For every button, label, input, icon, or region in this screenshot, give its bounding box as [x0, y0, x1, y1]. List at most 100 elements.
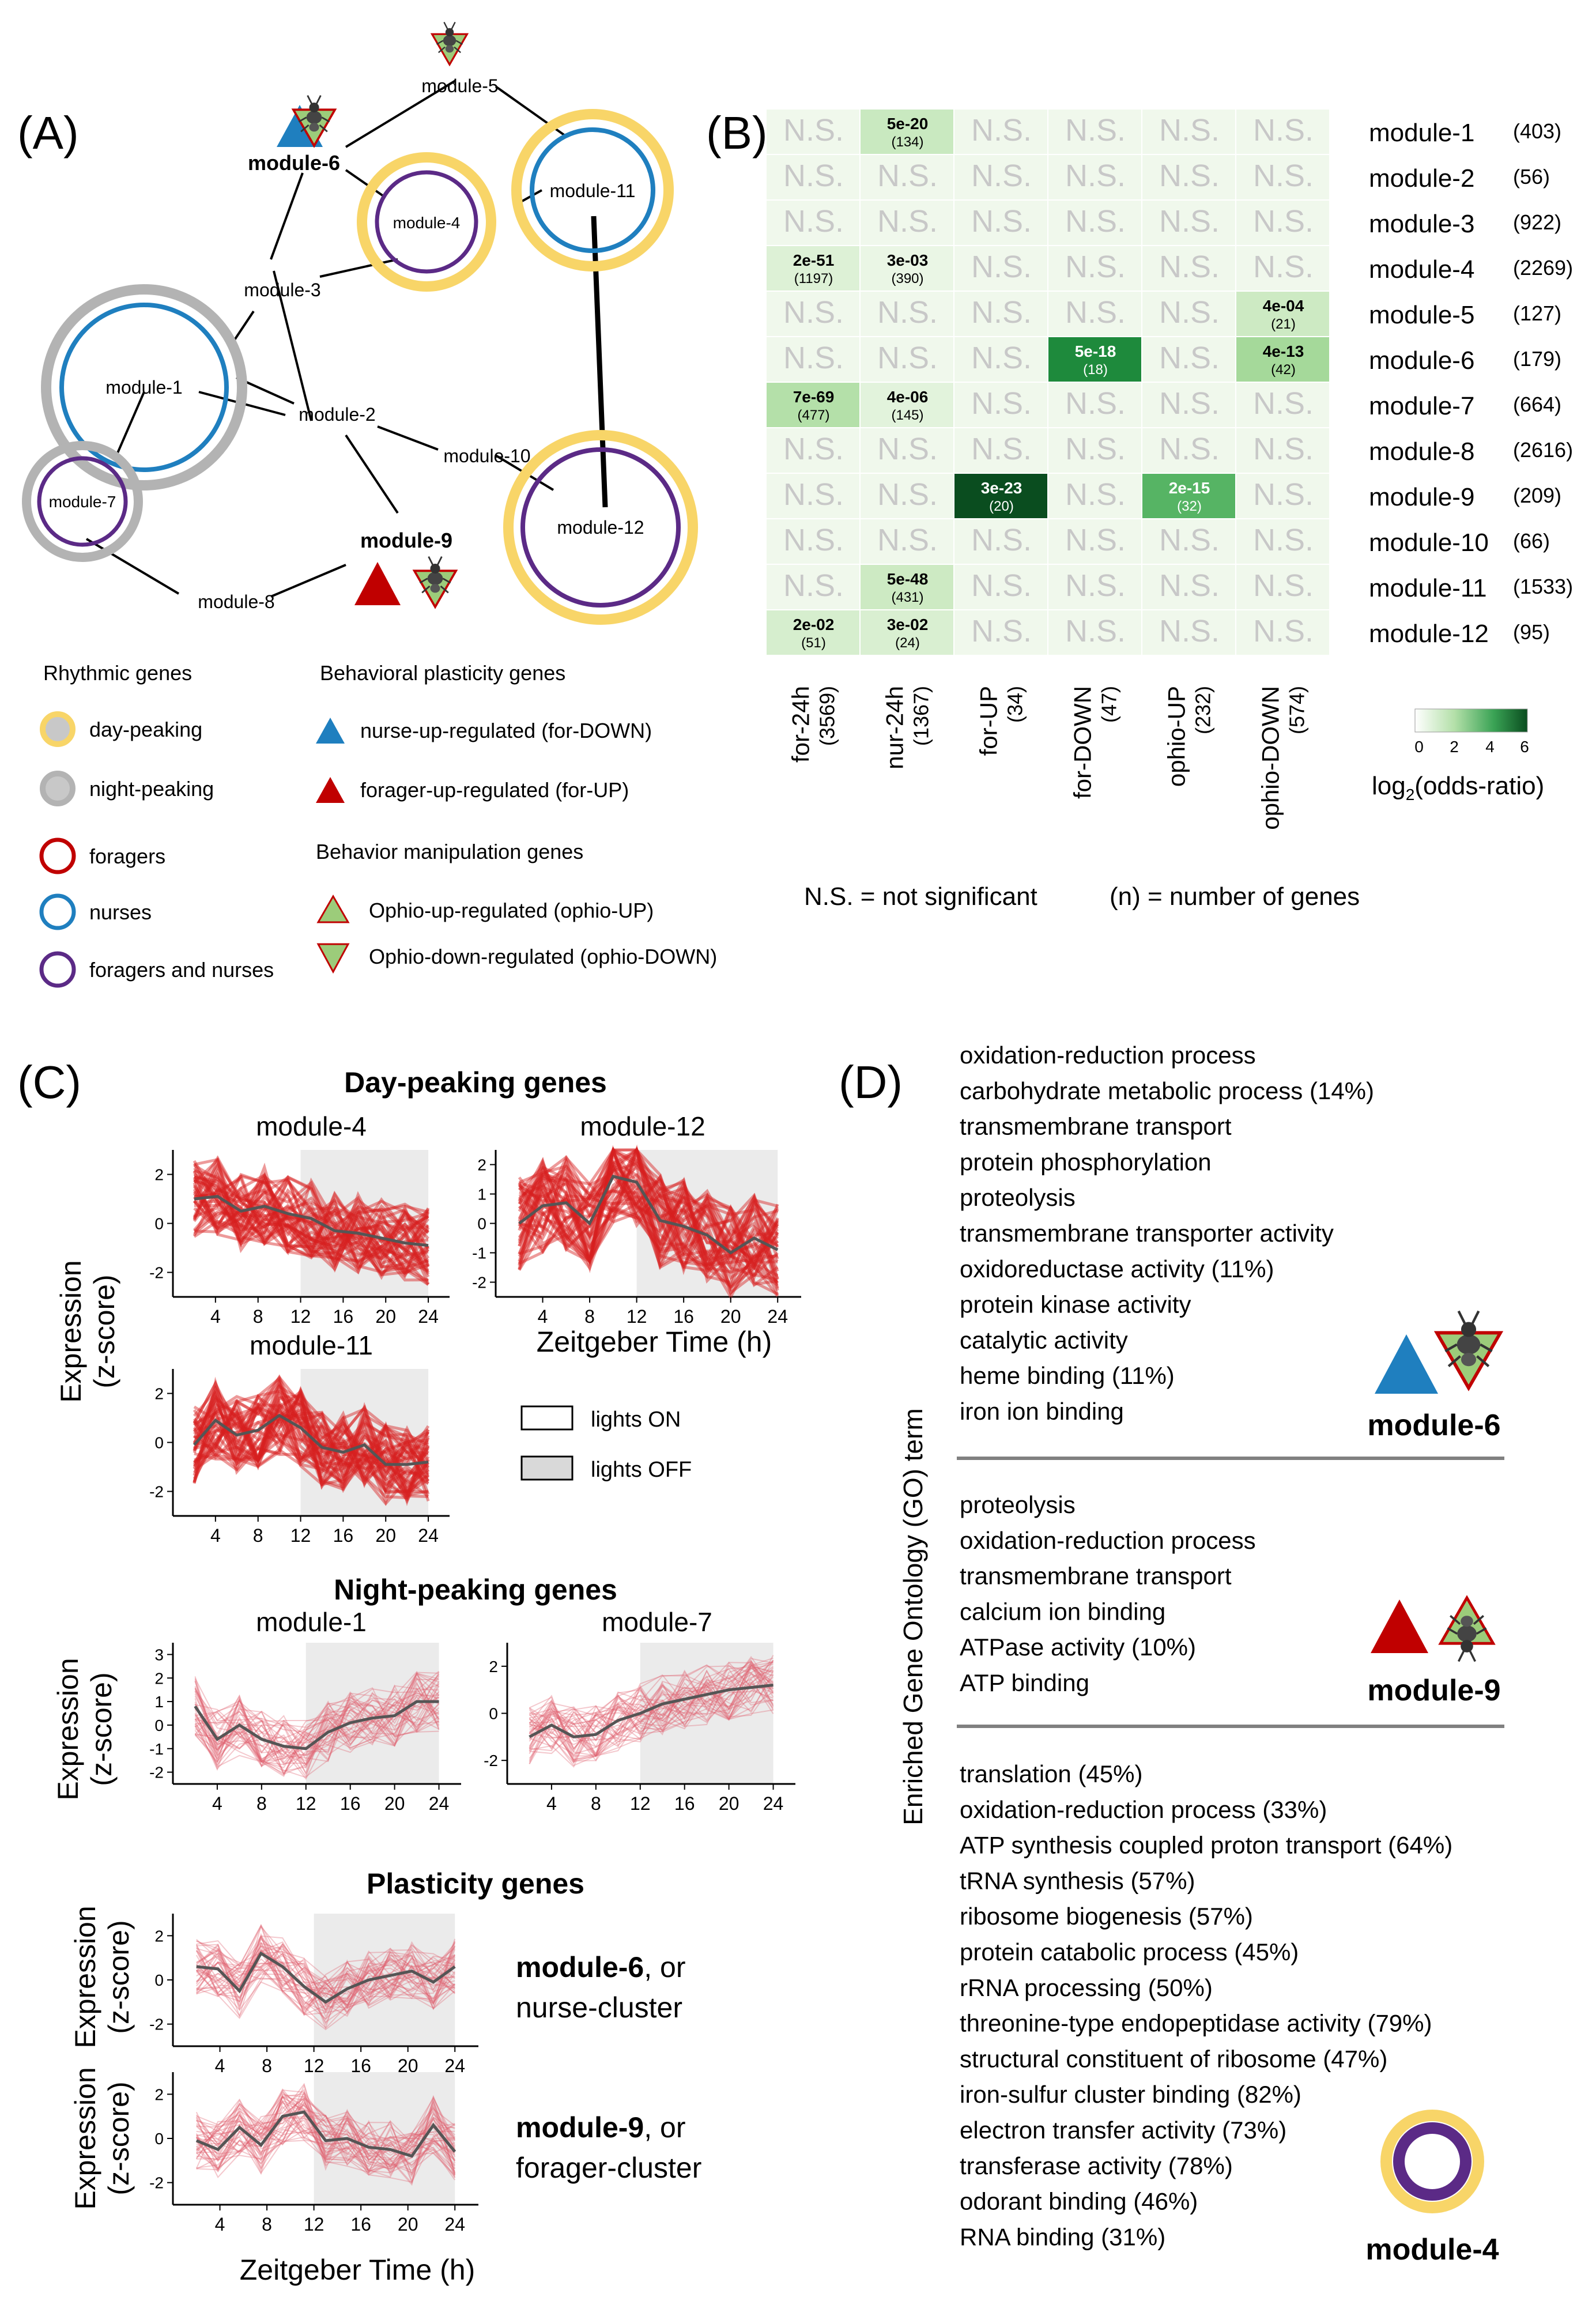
y-tick-label: -1: [149, 1740, 164, 1758]
gene-trace: [529, 1664, 774, 1763]
ophio-up-triangle-icon: [316, 895, 350, 923]
x-tick-label: 20: [375, 1525, 396, 1546]
cell-pvalue: 3e-23: [981, 479, 1023, 497]
y-tick-label: 2: [154, 1669, 164, 1687]
heatmap-cell: [1236, 565, 1329, 609]
heatmap-cell: [1142, 474, 1235, 518]
y-tick-label: -2: [149, 2174, 164, 2192]
heatmap-cell: [1236, 383, 1329, 427]
gene-trace: [518, 1147, 779, 1297]
go-list-module-6: oxidation-reduction process carbohydrate …: [960, 1042, 1374, 1425]
cell-ns: N.S.: [1253, 523, 1314, 557]
go-term: transmembrane transporter activity: [960, 1220, 1334, 1247]
gene-trace: [196, 1941, 455, 1989]
legend-foragers-nurses: foragers and nurses: [89, 958, 274, 982]
heatmap-cell: [1142, 610, 1235, 655]
cell-ns: N.S.: [1159, 386, 1220, 421]
cell-ns: N.S.: [1159, 614, 1220, 648]
gene-trace: [194, 1677, 440, 1774]
heatmap-cell: [767, 201, 859, 245]
cell-pvalue: 3e-03: [887, 251, 929, 269]
heatmap-cell: [767, 110, 859, 154]
gene-trace: [196, 2095, 455, 2178]
x-tick-label: 24: [767, 1306, 788, 1327]
x-tick-label: 16: [350, 2214, 371, 2235]
cell-count: (24): [895, 635, 920, 651]
panel-a: (A): [17, 21, 717, 988]
gene-trace: [194, 1395, 430, 1500]
plasticity-title: Plasticity genes: [367, 1868, 584, 1900]
cell-ns: N.S.: [877, 432, 938, 466]
heatmap-cell: [1048, 155, 1141, 199]
gene-trace: [193, 1176, 430, 1269]
gene-trace: [196, 1938, 455, 2023]
gene-trace: [194, 1191, 429, 1251]
gene-trace: [193, 1157, 429, 1265]
gene-trace: [195, 1942, 456, 2017]
cell-count: (42): [1271, 362, 1296, 378]
y-label-plast-1: Expression(z-score): [69, 1906, 135, 2048]
gene-trace: [195, 1953, 455, 2010]
colorbar-tick: 0: [1414, 738, 1424, 756]
row-count: (66): [1513, 529, 1550, 553]
col-count: (232): [1191, 686, 1215, 734]
gene-trace: [518, 1155, 778, 1272]
gene-trace: [518, 1206, 779, 1277]
cell-pvalue: 2e-02: [793, 616, 835, 633]
heatmap-cell: [861, 292, 953, 336]
cell-ns: N.S.: [783, 523, 844, 557]
gene-trace: [196, 2102, 455, 2176]
y-tick-label: 2: [154, 1385, 164, 1403]
gene-trace: [194, 1688, 439, 1775]
gene-trace: [195, 1946, 456, 2014]
gene-trace: [195, 1943, 456, 2025]
x-tick-label: 24: [418, 1525, 439, 1546]
plot-title: module-1: [256, 1607, 367, 1637]
row-count: (2269): [1513, 256, 1573, 280]
gene-trace: [194, 1393, 430, 1487]
lights-off-region: [305, 1643, 439, 1784]
gene-trace: [196, 2116, 456, 2178]
foragers-ring-icon: [39, 838, 76, 874]
gene-trace: [529, 1677, 774, 1764]
heatmap-cell: [767, 292, 859, 336]
col-label: for-DOWN: [1069, 686, 1096, 799]
heatmap-cell: [1142, 155, 1235, 199]
gene-trace: [519, 1172, 779, 1278]
forager-up-triangle-icon: [1371, 1599, 1428, 1653]
lights-off-region: [640, 1643, 774, 1784]
heatmap-cell: [861, 201, 953, 245]
node-module-5: module-5: [421, 76, 498, 96]
heatmap-cell: [1236, 428, 1329, 473]
gene-trace: [196, 1964, 455, 2015]
gene-trace: [529, 1665, 774, 1755]
gene-trace: [195, 1676, 440, 1761]
x-tick-label: 4: [538, 1306, 548, 1327]
gene-trace: [193, 1403, 430, 1482]
row-label: module-11: [1369, 574, 1487, 602]
cell-ns: N.S.: [1065, 386, 1126, 421]
cell-ns: N.S.: [877, 295, 938, 330]
gene-trace: [193, 1376, 430, 1490]
lights-off-region: [636, 1150, 778, 1297]
gene-trace: [194, 1678, 440, 1751]
go-term: ATP binding: [960, 1669, 1089, 1696]
cell-ns: N.S.: [783, 295, 844, 330]
gene-trace: [195, 2093, 455, 2174]
gene-trace: [196, 1948, 455, 2013]
cell-pvalue: 4e-13: [1263, 342, 1304, 360]
x-tick-label: 12: [304, 2214, 325, 2235]
x-tick-label: 12: [630, 1793, 651, 1814]
heatmap-cell: [767, 246, 859, 291]
go-term: ATP synthesis coupled proton transport (…: [960, 1832, 1452, 1859]
legend-foragers: foragers: [89, 844, 165, 868]
plot-title: module-7: [602, 1607, 712, 1637]
cell-ns: N.S.: [971, 295, 1032, 330]
gene-trace: [196, 2089, 455, 2172]
heatmap-cell: [861, 337, 953, 382]
row-label: module-3: [1369, 210, 1474, 238]
lights-on-swatch: [520, 1405, 573, 1431]
expression-plot: 4 8 12 16 20 24 3 2 1 0 -1 -2 module-1: [149, 1607, 461, 1814]
